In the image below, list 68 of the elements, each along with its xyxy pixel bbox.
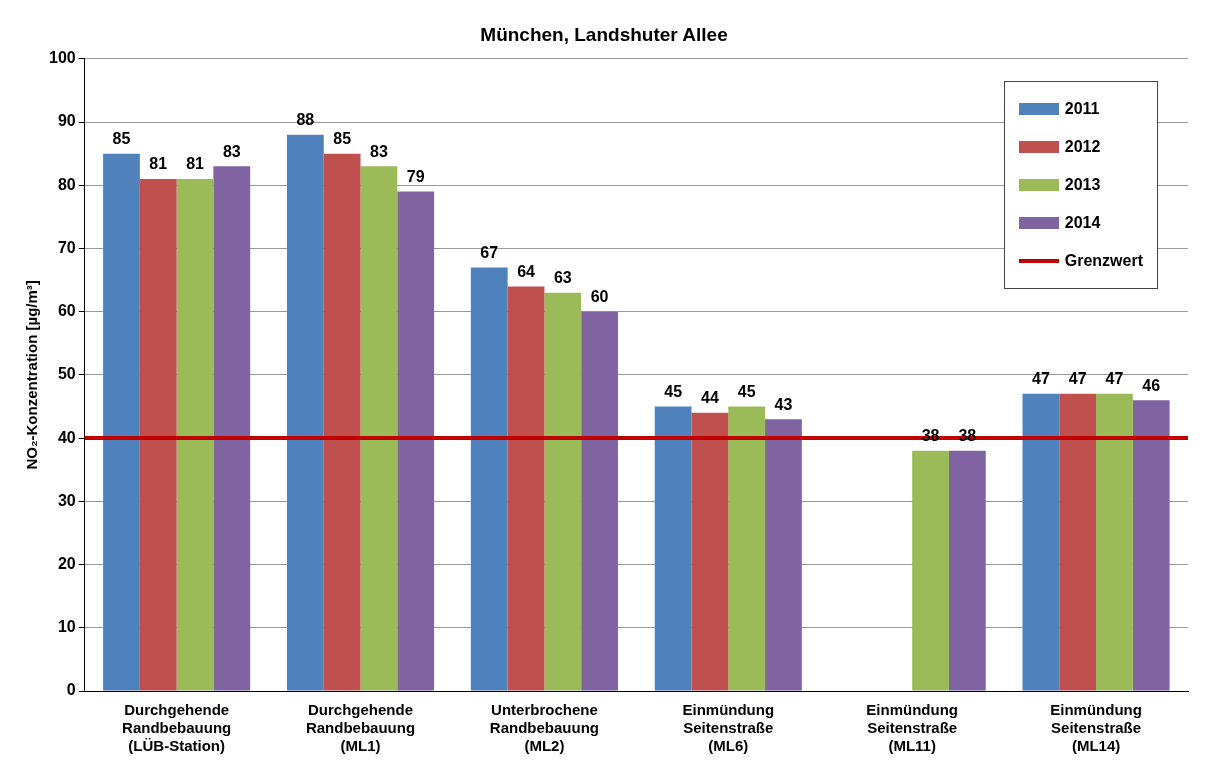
bar bbox=[691, 412, 729, 691]
y-tick-label: 90 bbox=[57, 112, 76, 130]
data-label: 88 bbox=[296, 111, 315, 129]
bar bbox=[1022, 393, 1060, 691]
data-label: 79 bbox=[406, 167, 425, 185]
data-label: 43 bbox=[774, 395, 793, 413]
bar bbox=[544, 292, 582, 691]
bar bbox=[470, 267, 508, 691]
bar bbox=[323, 153, 361, 691]
bar bbox=[654, 406, 692, 691]
y-tick-label: 40 bbox=[57, 428, 76, 446]
bar bbox=[948, 450, 986, 691]
y-tick-label: 10 bbox=[57, 618, 76, 636]
bar bbox=[1059, 393, 1097, 691]
legend-label: Grenzwert bbox=[1064, 251, 1143, 270]
data-label: 85 bbox=[333, 130, 352, 148]
y-tick-label: 60 bbox=[57, 302, 76, 320]
y-tick-label: 0 bbox=[66, 681, 76, 699]
legend-label: 2012 bbox=[1064, 137, 1101, 156]
bar bbox=[581, 311, 618, 691]
data-label: 83 bbox=[370, 142, 388, 160]
data-label: 60 bbox=[590, 288, 609, 306]
data-label: 81 bbox=[186, 155, 205, 173]
data-label: 64 bbox=[517, 262, 536, 280]
y-tick-label: 100 bbox=[48, 49, 76, 67]
bar bbox=[507, 286, 545, 691]
x-tick-label: Einmündung Seitenstraße (ML14) bbox=[1050, 701, 1142, 755]
x-tick-label: Einmündung Seitenstraße (ML11) bbox=[866, 701, 958, 755]
data-label: 38 bbox=[921, 427, 940, 445]
y-axis-title: NO₂-Konzentration [µg/m³] bbox=[23, 280, 41, 470]
legend-label: 2011 bbox=[1064, 99, 1100, 118]
data-label: 45 bbox=[737, 382, 756, 400]
bar bbox=[213, 166, 251, 691]
data-label: 63 bbox=[553, 269, 572, 287]
bar bbox=[765, 419, 802, 691]
data-label: 44 bbox=[701, 389, 719, 407]
chart-title: München, Landshuter Allee bbox=[480, 23, 728, 45]
y-tick-label: 80 bbox=[57, 175, 76, 193]
bar bbox=[286, 134, 324, 691]
x-tick-label: Einmündung Seitenstraße (ML6) bbox=[682, 701, 775, 755]
y-tick-label: 30 bbox=[57, 491, 76, 509]
bar bbox=[1132, 400, 1170, 691]
y-tick-label: 50 bbox=[57, 365, 76, 383]
y-tick-label: 70 bbox=[57, 238, 76, 256]
legend-label: 2013 bbox=[1064, 175, 1101, 194]
bar bbox=[1096, 393, 1133, 691]
data-label: 46 bbox=[1142, 376, 1161, 394]
data-label: 45 bbox=[664, 382, 683, 400]
bar bbox=[397, 191, 435, 691]
data-label: 47 bbox=[1068, 370, 1087, 388]
bar bbox=[912, 450, 949, 691]
bar bbox=[139, 178, 177, 691]
x-tick-label: Unterbrochene Randbebauung (ML2) bbox=[489, 701, 599, 755]
bar bbox=[728, 406, 766, 691]
x-tick-label: Durchgehende Randbebauung (LÜB-Station) bbox=[122, 701, 232, 755]
data-label: 83 bbox=[222, 142, 241, 160]
x-tick-label: Durchgehende Randbebauung (ML1) bbox=[305, 701, 416, 755]
bar bbox=[360, 166, 398, 691]
bar bbox=[176, 178, 214, 691]
data-label: 85 bbox=[112, 130, 131, 148]
legend-label: 2014 bbox=[1064, 213, 1101, 232]
data-label: 47 bbox=[1105, 370, 1124, 388]
bar bbox=[103, 153, 140, 691]
data-label: 38 bbox=[958, 427, 977, 445]
data-label: 47 bbox=[1031, 370, 1050, 388]
data-label: 81 bbox=[149, 155, 168, 173]
data-label: 67 bbox=[480, 243, 499, 261]
y-tick-label: 20 bbox=[57, 554, 76, 572]
